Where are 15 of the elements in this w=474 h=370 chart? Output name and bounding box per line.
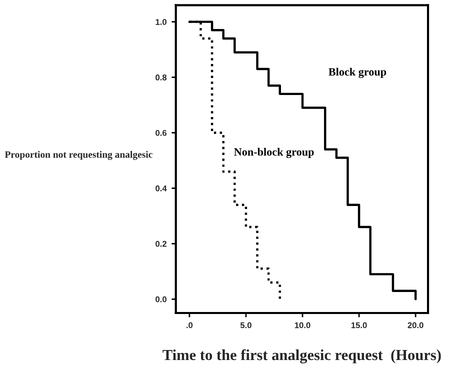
y-tick-label: 1.0: [156, 19, 166, 25]
x-tick-label: 15.0: [351, 322, 367, 328]
y-tick-label: 0.8: [156, 74, 167, 80]
x-axis-title: Time to the first analgesic request (Hours): [162, 349, 441, 364]
x-tick-label: 20.0: [408, 322, 424, 328]
y-tick-label: 0.6: [156, 130, 167, 136]
y-tick-label: 0.4: [156, 185, 167, 192]
y-axis-title: Proportion not requesting analgesic: [4, 150, 152, 160]
text: Block group: [328, 68, 386, 78]
x-tick-label: 5.0: [240, 322, 252, 328]
series-label: Non-block group: [234, 148, 314, 158]
x-tick-label: 10.0: [294, 322, 310, 328]
x-tick-label: .0: [186, 322, 193, 328]
y-tick-label: 0.0: [156, 296, 166, 302]
y-tick-label: 0.2: [156, 240, 166, 247]
